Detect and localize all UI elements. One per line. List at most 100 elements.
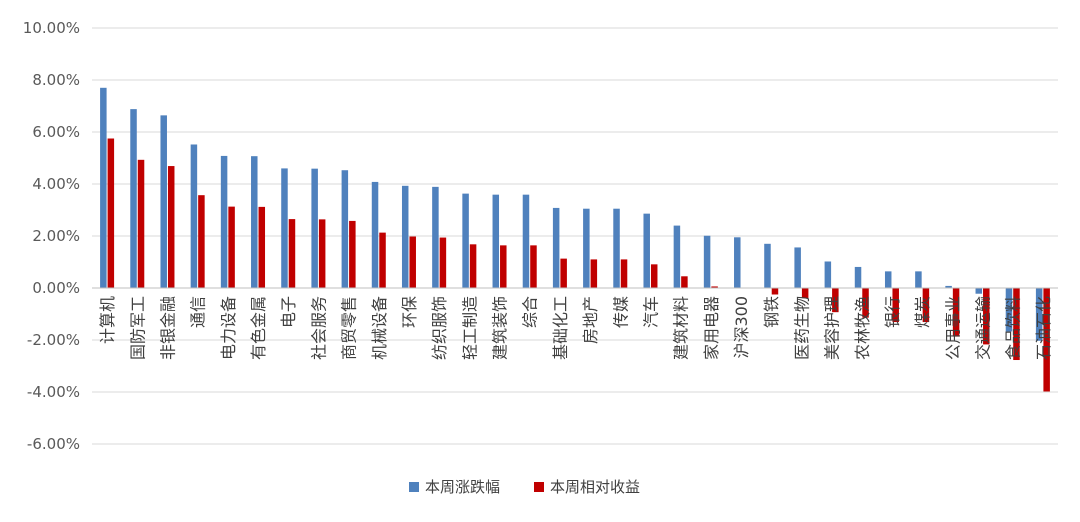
category-label: 沪深300 [732, 296, 751, 359]
bar-relative-return-31 [1043, 288, 1050, 392]
bar-weekly-change-26 [884, 271, 892, 288]
bar-weekly-change-23 [794, 247, 801, 288]
bar-weekly-change-3 [190, 144, 198, 288]
bar-relative-return-2 [167, 166, 175, 288]
legend-label: 本周相对收益 [550, 478, 640, 496]
bar-weekly-change-14 [522, 194, 530, 288]
bar-weekly-change-20 [703, 235, 711, 288]
bar-relative-return-19 [681, 276, 688, 288]
category-label: 电力设备 [219, 296, 238, 360]
bars [100, 87, 1050, 392]
bar-relative-return-24 [832, 288, 839, 313]
category-label: 电子 [279, 296, 298, 328]
bar-weekly-change-27 [915, 271, 922, 288]
bar-relative-return-18 [650, 264, 658, 288]
category-labels: 计算机 国防军工 非银金融 通信 电力设备 有色金属 电子 社会服务 商贸零售 机械设备 环保 纺织服… [98, 296, 1053, 360]
bar-weekly-change-5 [251, 156, 258, 288]
bar-weekly-change-28 [945, 285, 952, 288]
bar-weekly-change-16 [583, 208, 590, 288]
category-label: 环保 [400, 296, 419, 328]
bar-relative-return-16 [590, 259, 598, 288]
bar-relative-return-8 [349, 220, 356, 288]
bar-weekly-change-10 [401, 185, 409, 288]
bar-relative-return-28 [952, 288, 960, 337]
bar-relative-return-4 [228, 206, 235, 288]
category-label: 纺织服饰 [430, 296, 449, 360]
bar-weekly-change-9 [371, 181, 379, 288]
y-tick-label: 0.00% [32, 279, 80, 297]
bar-weekly-change-24 [824, 261, 832, 288]
bar-weekly-change-7 [311, 168, 318, 288]
bar-weekly-change-19 [673, 225, 681, 288]
bar-weekly-change-12 [462, 193, 469, 288]
bar-relative-return-3 [198, 195, 205, 288]
category-label: 建筑装饰 [491, 296, 510, 360]
category-label: 商贸零售 [340, 296, 359, 360]
bar-relative-return-12 [469, 244, 477, 288]
bar-relative-return-30 [1013, 288, 1020, 361]
bar-weekly-change-8 [341, 170, 349, 288]
bar-relative-return-27 [922, 288, 930, 323]
bar-weekly-change-2 [160, 115, 167, 288]
y-tick-label: -2.00% [27, 331, 80, 349]
bar-relative-return-23 [801, 288, 809, 299]
y-tick-label: 2.00% [32, 227, 80, 245]
bar-relative-return-20 [711, 286, 718, 288]
category-label: 石油石化 [1034, 296, 1053, 360]
category-label: 钢铁 [762, 296, 781, 328]
bar-relative-return-0 [107, 138, 115, 288]
bar-relative-return-1 [137, 159, 145, 288]
category-label: 计算机 [98, 296, 117, 344]
bar-relative-return-22 [771, 288, 779, 295]
y-tick-label: 6.00% [32, 123, 80, 141]
bar-weekly-change-4 [220, 155, 228, 288]
bar-relative-return-14 [530, 245, 537, 288]
bar-relative-return-29 [983, 288, 990, 345]
bar-weekly-change-1 [130, 109, 137, 289]
y-axis-tick-labels: -6.00% -4.00% -2.00% 0.00% 2.00% 4.00% 6.00% 8.… [23, 19, 80, 453]
category-label: 煤炭 [913, 296, 932, 328]
legend-swatch [409, 482, 419, 492]
bar-relative-return-26 [892, 288, 899, 323]
category-label: 美容护理 [823, 296, 842, 360]
category-label: 汽车 [641, 296, 660, 328]
legend-label: 本周涨跌幅 [425, 478, 500, 496]
category-label: 家用电器 [702, 296, 721, 360]
bar-weekly-change-6 [281, 168, 288, 288]
bar-weekly-change-21 [734, 237, 741, 288]
y-tick-label: 8.00% [32, 71, 80, 89]
category-label: 综合 [521, 296, 540, 328]
bar-relative-return-7 [318, 219, 326, 288]
category-label: 有色金属 [249, 296, 268, 360]
bar-weekly-change-25 [854, 266, 862, 288]
category-label: 建筑材料 [672, 296, 691, 360]
bar-weekly-change-17 [613, 208, 620, 288]
category-label: 机械设备 [370, 296, 389, 360]
bar-weekly-change-22 [764, 243, 771, 288]
category-label: 食品饮料 [1004, 296, 1023, 360]
bar-relative-return-9 [379, 232, 386, 288]
bar-relative-return-5 [258, 206, 266, 288]
bar-weekly-change-31 [1035, 288, 1043, 341]
bar-weekly-change-30 [1005, 288, 1013, 332]
bar-weekly-change-0 [100, 87, 107, 288]
category-label: 非银金融 [158, 296, 177, 360]
bar-relative-return-13 [500, 245, 507, 288]
y-tick-label: -6.00% [27, 435, 80, 453]
y-tick-label: 4.00% [32, 175, 80, 193]
category-label: 农林牧渔 [853, 296, 872, 360]
bar-relative-return-17 [620, 259, 628, 288]
bar-weekly-change-13 [492, 194, 500, 288]
category-label: 房地产 [581, 296, 600, 344]
category-label: 轻工制造 [460, 296, 479, 360]
bar-weekly-change-15 [552, 207, 560, 288]
bar-relative-return-25 [862, 288, 869, 318]
bar-relative-return-6 [288, 219, 296, 288]
bar-relative-return-11 [439, 237, 447, 288]
category-label: 通信 [189, 296, 208, 328]
bar-relative-return-15 [560, 258, 567, 288]
bar-weekly-change-18 [643, 213, 650, 288]
bar-weekly-change-29 [975, 288, 983, 294]
